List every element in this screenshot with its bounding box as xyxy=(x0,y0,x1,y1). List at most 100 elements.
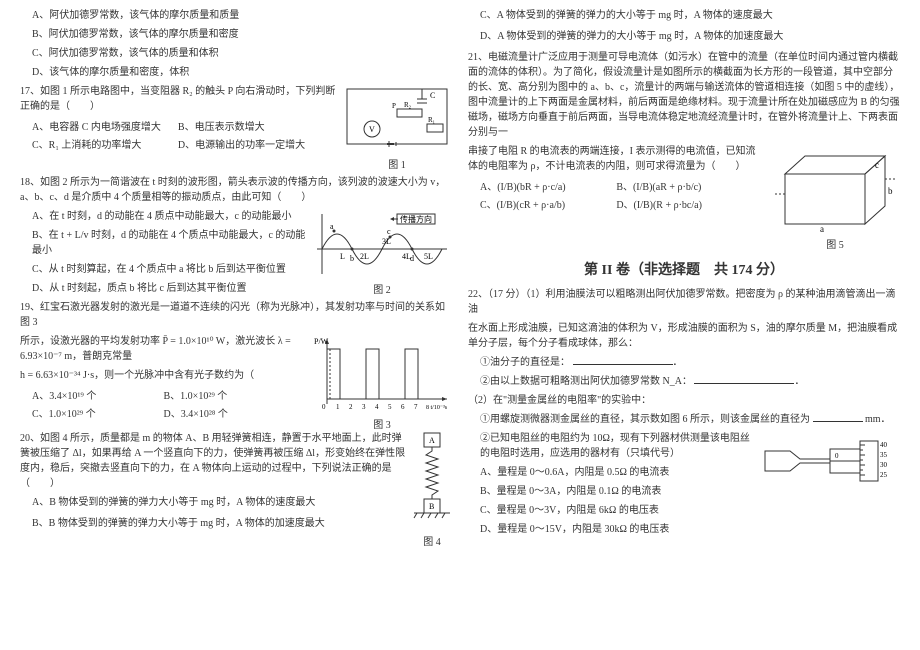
svg-text:R₁: R₁ xyxy=(428,116,435,124)
fig1-circuit: C R₂ P V R₁ xyxy=(342,84,452,154)
q22-p3a: ①用螺旋测微器测金属丝的直径，其示数如图 6 所示，则该金属丝的直径为 xyxy=(480,414,810,425)
svg-text:a: a xyxy=(820,224,824,234)
svg-text:7: 7 xyxy=(414,403,418,411)
fig2-label: 图 2 xyxy=(312,281,452,296)
q20-d: D、A 物体受到的弹簧的弹力的大小等于 mg 时，A 物体的加速度最大 xyxy=(468,29,900,44)
q18-block: 传播方向 L 2L 3L 4L 5L a b c d 图 2 A、在 t 时刻，… xyxy=(20,209,452,300)
svg-text:b: b xyxy=(350,254,354,263)
q22-p3b: mm． xyxy=(865,414,891,425)
q21-stem1: 21、电磁流量计广泛应用于测量可导电流体（如污水）在管中的流量（在单位时间内通过… xyxy=(468,50,900,140)
svg-text:4: 4 xyxy=(375,403,379,411)
q17-opts: A、电容器 C 内电场强度增大 B、电压表示数增大 C、R₁ 上消耗的功率增大 … xyxy=(32,118,336,154)
fig4-wrap: A B 图 4 xyxy=(412,431,452,548)
q17-a: A、电容器 C 内电场强度增大 xyxy=(32,118,178,133)
q16-opt-b: B、阿伏加德罗常数，该气体的摩尔质量和密度 xyxy=(20,27,452,42)
svg-text:c: c xyxy=(875,160,879,170)
q19-stem1: 19、红宝石激光器发射的激光是一道道不连续的闪光（称为光脉冲），其发射功率与时间… xyxy=(20,300,452,330)
svg-text:a: a xyxy=(330,222,334,231)
q19-opts: A、3.4×10¹⁹ 个 B、1.0×10²⁹ 个 C、1.0×10²⁹ 个 D… xyxy=(32,387,306,423)
blank-mm xyxy=(813,412,863,422)
svg-text:P: P xyxy=(392,102,396,110)
svg-text:5L: 5L xyxy=(424,252,433,261)
q17-b: B、电压表示数增大 xyxy=(178,118,324,133)
svg-text:b: b xyxy=(888,186,893,196)
q16-opt-c: C、阿伏加德罗常数，该气体的质量和体积 xyxy=(20,46,452,61)
q22-p2-text: ②由以上数据可粗略测出阿伏加德罗常数 N_A： xyxy=(480,376,692,387)
q19-c: C、1.0×10²⁹ 个 xyxy=(32,405,164,420)
q21-opts: A、(I/B)(bR + ρ·c/a) B、(I/B)(aR + ρ·b/c) … xyxy=(480,178,764,214)
q20-stem: 20、如图 4 所示，质量都是 m 的物体 A、B 用轻弹簧相连，静置于水平地面… xyxy=(20,431,452,491)
q22-stem: 22、（17 分）（1）利用油膜法可以粗略测出阿伏加德罗常数。把密度为 ρ 的某… xyxy=(468,287,900,317)
q22-p2: ②由以上数据可粗略测出阿伏加德罗常数 N_A： ． xyxy=(468,374,900,389)
svg-text:0: 0 xyxy=(322,403,326,411)
svg-text:c: c xyxy=(387,227,391,236)
q16-opt-a: A、阿伏加德罗常数，该气体的摩尔质量和质量 xyxy=(20,8,452,23)
fig1-label: 图 1 xyxy=(342,156,452,171)
q19-block: P/W 0 1 2 3 4 5 6 7 8 t/10⁻³s 图 3 所示，设激光… xyxy=(20,334,452,431)
svg-text:2: 2 xyxy=(349,403,353,411)
svg-text:30: 30 xyxy=(880,461,888,469)
fig5-label: 图 5 xyxy=(770,236,900,251)
q20-c: C、A 物体受到的弹簧的弹力的大小等于 mg 时，A 物体的速度最大 xyxy=(468,8,900,23)
fig5-cuboid: a b c xyxy=(770,144,900,234)
svg-text:35: 35 xyxy=(880,451,888,459)
fig3-wrap: P/W 0 1 2 3 4 5 6 7 8 t/10⁻³s 图 3 xyxy=(312,334,452,431)
q22-fig6-block: 40 35 30 25 0 ②已知电阻丝的电阻约为 10Ω，现有下列器材供测量该… xyxy=(468,431,900,541)
svg-text:C: C xyxy=(430,91,435,100)
q21-block: a b c 图 5 串接了电阻 R 的电流表的两端连接，I 表示测得的电流值，已… xyxy=(468,144,900,251)
q19-b: B、1.0×10²⁹ 个 xyxy=(164,387,296,402)
fig5-wrap: a b c 图 5 xyxy=(770,144,900,251)
left-column: A、阿伏加德罗常数，该气体的摩尔质量和质量 B、阿伏加德罗常数，该气体的摩尔质量… xyxy=(12,8,460,642)
q22-p3: ①用螺旋测微器测金属丝的直径，其示数如图 6 所示，则该金属丝的直径为 mm． xyxy=(468,412,900,427)
svg-text:V: V xyxy=(369,125,375,134)
svg-text:d: d xyxy=(410,254,414,263)
q19-d: D、3.4×10²⁸ 个 xyxy=(164,405,296,420)
q22-p1: ①油分子的直径是： ． xyxy=(468,355,900,370)
q18-stem: 18、如图 2 所示为一简谐波在 t 时刻的波形图，箭头表示波的传播方向，该列波… xyxy=(20,175,452,205)
svg-text:L: L xyxy=(340,252,345,261)
fig6-wrap: 40 35 30 25 0 xyxy=(760,431,900,491)
q20-a: A、B 物体受到的弹簧的弹力大小等于 mg 时，A 物体的速度最大 xyxy=(20,495,452,510)
q17-d: D、电源输出的功率一定增大 xyxy=(178,136,324,151)
right-column: C、A 物体受到的弹簧的弹力的大小等于 mg 时，A 物体的速度最大 D、A 物… xyxy=(460,8,908,642)
q22-p1-text: ①油分子的直径是： xyxy=(480,357,570,368)
q21-b: B、(I/B)(aR + ρ·b/c) xyxy=(616,178,752,193)
fig2-wrap: 传播方向 L 2L 3L 4L 5L a b c d 图 2 xyxy=(312,209,452,296)
svg-text:8 t/10⁻³s: 8 t/10⁻³s xyxy=(426,405,448,411)
fig3-chart: P/W 0 1 2 3 4 5 6 7 8 t/10⁻³s xyxy=(312,334,452,414)
svg-text:B: B xyxy=(429,502,434,511)
svg-text:2L: 2L xyxy=(360,252,369,261)
fig4-spring: A B xyxy=(412,431,452,531)
fig4-label: 图 4 xyxy=(412,533,452,548)
blank-diameter xyxy=(573,355,673,365)
svg-text:1: 1 xyxy=(336,403,340,411)
svg-text:传播方向: 传播方向 xyxy=(400,214,432,224)
q19-a: A、3.4×10¹⁹ 个 xyxy=(32,387,164,402)
q22-optd: D、量程是 0～15V，内阻是 30kΩ 的电压表 xyxy=(468,522,900,537)
q16-opt-d: D、该气体的摩尔质量和密度，体积 xyxy=(20,65,452,80)
svg-text:25: 25 xyxy=(880,471,888,479)
q22-part2: （2）在"测量金属丝的电阻率"的实验中： xyxy=(468,393,900,408)
q21-d: D、(I/B)(R + ρ·bc/a) xyxy=(616,196,752,211)
q21-a: A、(I/B)(bR + ρ·c/a) xyxy=(480,178,616,193)
svg-text:R₂: R₂ xyxy=(404,101,412,109)
section2-title: 第 II 卷（非选择题 共 174 分） xyxy=(468,259,900,279)
q20-block: A B 图 4 20、如图 4 所示，质量都是 m 的物体 A、B 用轻弹簧相连… xyxy=(20,431,452,548)
svg-text:3: 3 xyxy=(362,403,366,411)
fig6-micrometer: 40 35 30 25 0 xyxy=(760,431,900,491)
fig2-wave: 传播方向 L 2L 3L 4L 5L a b c d xyxy=(312,209,452,279)
svg-text:0: 0 xyxy=(835,452,839,460)
svg-text:5: 5 xyxy=(388,403,392,411)
q20-b: B、B 物体受到的弹簧的弹力大小等于 mg 时，A 物体的加速度最大 xyxy=(20,516,452,531)
q21-c: C、(I/B)(cR + ρ·a/b) xyxy=(480,196,616,211)
fig1-wrap: C R₂ P V R₁ 图 1 xyxy=(342,84,452,171)
blank-na xyxy=(694,374,794,384)
svg-text:P/W: P/W xyxy=(314,337,329,346)
svg-text:6: 6 xyxy=(401,403,405,411)
q22-line2: 在水面上形成油膜，已知这滴油的体积为 V，形成油膜的面积为 S，油的摩尔质量 M… xyxy=(468,321,900,351)
q22-optc: C、量程是 0～3V，内阻是 6kΩ 的电压表 xyxy=(468,503,900,518)
svg-text:40: 40 xyxy=(880,441,888,449)
q17-block: C R₂ P V R₁ 图 1 17、如图 1 所示电路图中，当变阻器 R₂ 的… xyxy=(20,84,452,171)
svg-text:A: A xyxy=(429,436,435,445)
q17-c: C、R₁ 上消耗的功率增大 xyxy=(32,136,178,151)
